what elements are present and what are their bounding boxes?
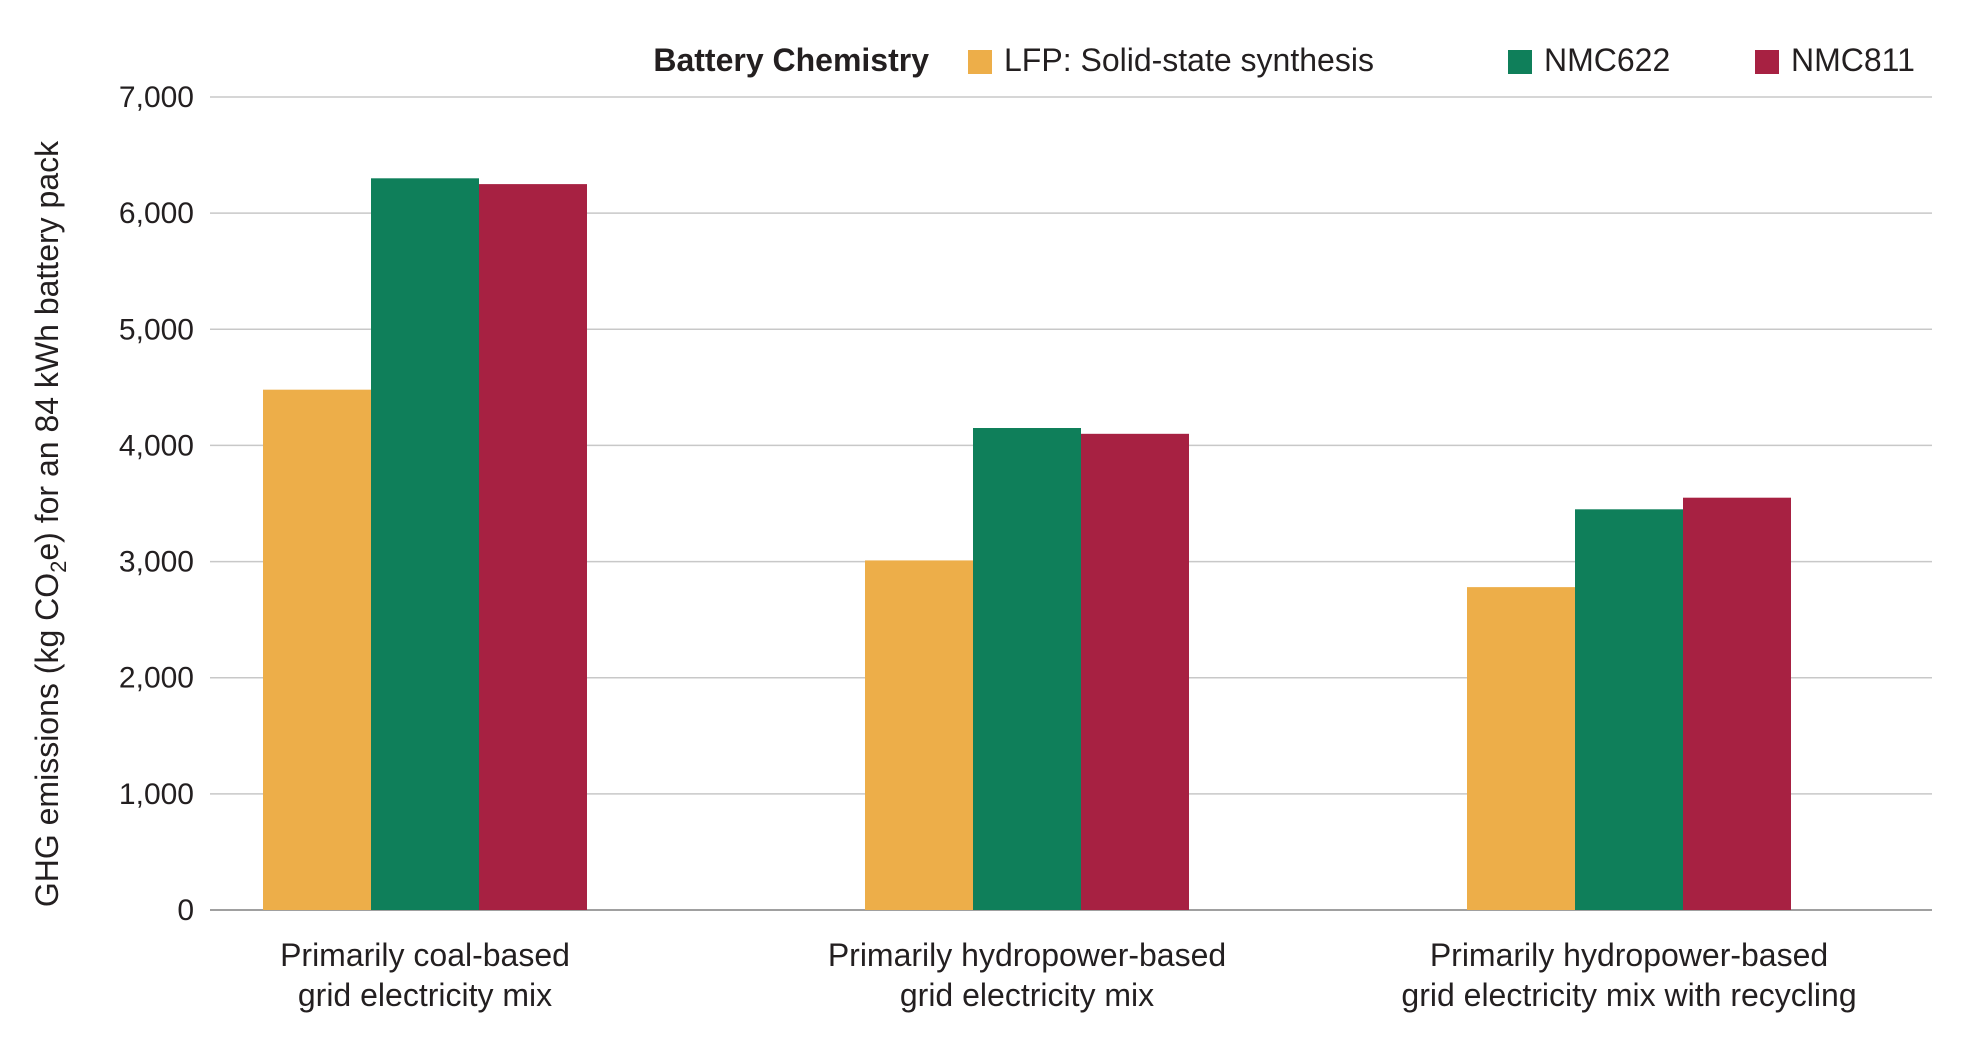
y-tick-label: 2,000 bbox=[119, 662, 194, 695]
legend-label: NMC622 bbox=[1544, 42, 1670, 78]
legend-title: Battery Chemistry bbox=[653, 42, 929, 78]
y-axis-title-subscript: 2 bbox=[46, 561, 71, 573]
bar-nmc622-3 bbox=[1575, 509, 1683, 910]
bar-nmc811-2 bbox=[1081, 433, 1189, 910]
x-category-label: grid electricity mix bbox=[900, 977, 1154, 1013]
x-category-label: Primarily hydropower-based bbox=[1430, 937, 1828, 973]
bar-lfp-solid-state-synthesis-2 bbox=[865, 560, 973, 910]
bar-lfp-solid-state-synthesis-3 bbox=[1467, 587, 1575, 910]
y-axis-title-part-2: e) for an 84 kWh battery pack bbox=[29, 140, 65, 561]
y-tick-label: 4,000 bbox=[119, 429, 194, 462]
y-tick-label: 3,000 bbox=[119, 546, 194, 579]
y-axis-title: GHG emissions (kg CO2e) for an 84 kWh ba… bbox=[29, 140, 71, 907]
y-tick-label: 5,000 bbox=[119, 313, 194, 346]
x-category-label: grid electricity mix with recycling bbox=[1401, 977, 1856, 1013]
legend-swatch bbox=[1755, 50, 1779, 74]
bar-nmc622-1 bbox=[371, 178, 479, 911]
legend: Battery Chemistry LFP: Solid-state synthe… bbox=[653, 42, 1915, 78]
x-category-label: Primarily coal-based bbox=[280, 937, 570, 973]
legend-swatch bbox=[968, 50, 992, 74]
bar-nmc622-2 bbox=[973, 428, 1081, 910]
y-tick-label: 6,000 bbox=[119, 197, 194, 230]
legend-swatch bbox=[1508, 50, 1532, 74]
bar-nmc811-1 bbox=[479, 184, 587, 910]
axis-layer: 0 1,000 2,000 3,000 4,000 5,000 6,000 7,000 Prim… bbox=[119, 81, 1857, 1013]
legend-label: NMC811 bbox=[1791, 42, 1915, 78]
bar-layer bbox=[263, 178, 1791, 911]
x-category-label: grid electricity mix bbox=[298, 977, 552, 1013]
y-tick-label: 0 bbox=[177, 894, 194, 927]
y-axis-title-part-1: GHG emissions (kg CO bbox=[29, 573, 65, 907]
bar-lfp-solid-state-synthesis-1 bbox=[263, 389, 371, 910]
y-tick-label: 1,000 bbox=[119, 778, 194, 811]
x-category-label: Primarily hydropower-based bbox=[828, 937, 1226, 973]
y-tick-label: 7,000 bbox=[119, 81, 194, 114]
legend-label: LFP: Solid-state synthesis bbox=[1004, 42, 1374, 78]
bar-nmc811-3 bbox=[1683, 497, 1791, 910]
